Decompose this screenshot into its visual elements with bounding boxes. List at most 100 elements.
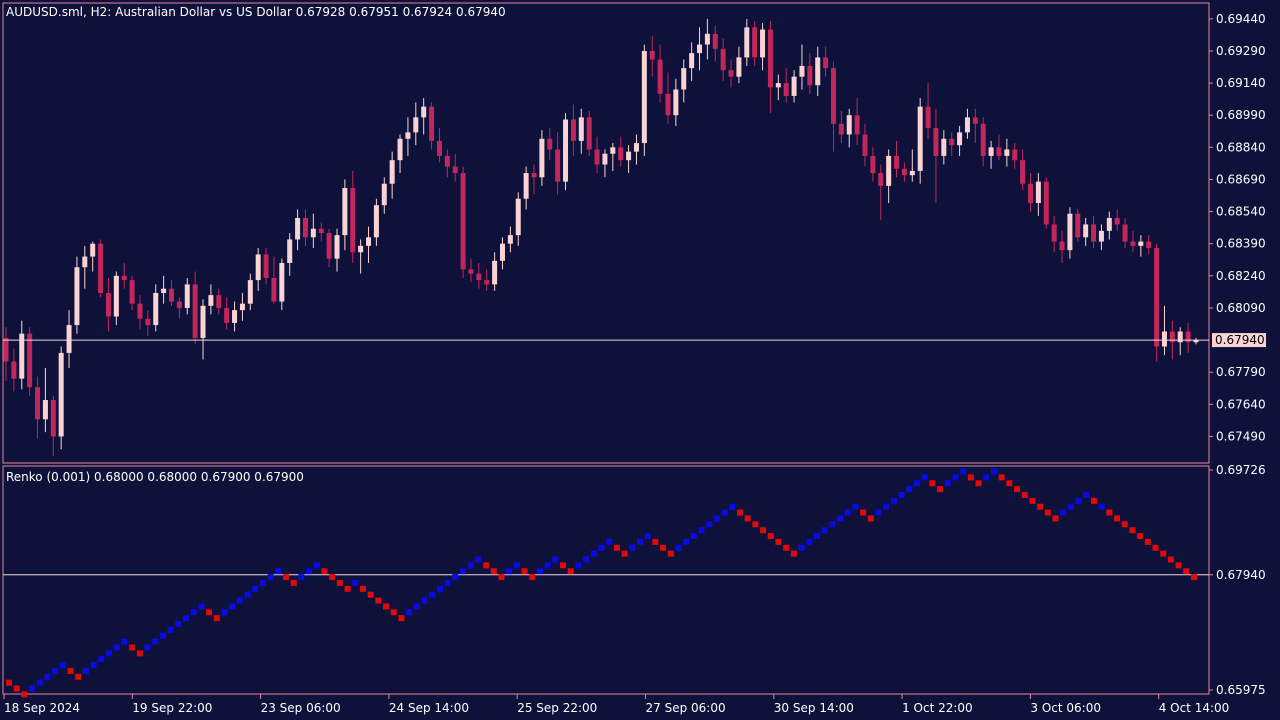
candle	[444, 149, 450, 178]
candle-body	[917, 106, 923, 171]
renko-brick	[321, 568, 328, 575]
candle-body	[302, 218, 308, 238]
renko-brick	[937, 486, 944, 493]
candle	[823, 46, 829, 77]
candle-body	[618, 147, 624, 161]
price-label: 0.69440	[1216, 12, 1266, 26]
candle-body	[295, 218, 301, 240]
candle	[208, 284, 214, 315]
candle-body	[192, 284, 198, 338]
renko-brick	[775, 538, 782, 545]
candle-body	[1075, 213, 1081, 238]
candle	[941, 130, 947, 165]
renko-brick	[290, 579, 297, 586]
candle	[200, 299, 206, 360]
renko-brick	[44, 673, 51, 680]
renko-brick	[436, 585, 443, 592]
candle-body	[539, 138, 545, 178]
candle-body	[578, 117, 584, 141]
candle	[689, 42, 695, 81]
candle	[602, 149, 608, 178]
candle-body	[862, 134, 868, 156]
renko-brick	[1129, 527, 1136, 534]
candle	[11, 348, 17, 392]
time-label: 25 Sep 22:00	[517, 701, 597, 715]
candle-body	[949, 138, 955, 146]
candle-body	[941, 138, 947, 156]
renko-brick	[313, 562, 320, 569]
candle-body	[287, 239, 293, 263]
candle-body	[216, 295, 222, 308]
renko-brick	[159, 632, 166, 639]
candle	[854, 98, 860, 146]
candle	[1161, 305, 1167, 356]
candle-body	[649, 50, 655, 60]
candle	[90, 241, 96, 272]
renko-brick	[767, 533, 774, 540]
candle	[972, 108, 978, 144]
candle-body	[1067, 213, 1073, 251]
candle	[318, 222, 324, 242]
candle-body	[767, 29, 773, 88]
renko-brick	[560, 562, 567, 569]
candle	[610, 143, 616, 171]
candle	[232, 301, 238, 332]
candle-body	[208, 295, 214, 306]
renko-brick	[359, 585, 366, 592]
candle	[909, 149, 915, 182]
candle-body	[444, 155, 450, 167]
candle-body	[334, 235, 340, 259]
candle	[1091, 215, 1097, 248]
candle-body	[1098, 230, 1104, 242]
candle-body	[901, 168, 907, 176]
renko-brick	[259, 579, 266, 586]
renko-brick	[1152, 544, 1159, 551]
candle-body	[1020, 160, 1026, 184]
candle-body	[799, 65, 805, 77]
candle	[633, 134, 639, 165]
time-label: 18 Sep 2024	[4, 701, 80, 715]
candle-body	[1035, 181, 1041, 204]
renko-brick	[1075, 497, 1082, 504]
candle	[720, 38, 726, 81]
candle-body	[161, 288, 167, 293]
renko-brick	[844, 509, 851, 516]
renko-brick	[921, 474, 928, 481]
candle-body	[791, 76, 797, 96]
candle	[484, 269, 490, 291]
main-panel[interactable]: AUDUSD.sml, H2: Australian Dollar vs US …	[2, 2, 1266, 464]
time-label: 3 Oct 06:00	[1030, 701, 1101, 715]
renko-brick	[336, 579, 343, 586]
candle-body	[263, 254, 269, 278]
renko-brick	[475, 556, 482, 563]
renko-brick	[175, 621, 182, 628]
candle	[1075, 209, 1081, 242]
candle	[168, 280, 174, 306]
renko-brick	[737, 509, 744, 516]
candle	[901, 162, 907, 182]
renko-brick	[413, 603, 420, 610]
renko-brick	[367, 591, 374, 598]
renko-brick	[113, 644, 120, 651]
candle	[649, 35, 655, 77]
candle-body	[681, 68, 687, 90]
renko-panel[interactable]: Renko (0.001) 0.68000 0.68000 0.67900 0.…	[2, 463, 1266, 698]
renko-brick	[390, 609, 397, 616]
candle	[1059, 230, 1065, 263]
candle-body	[720, 48, 726, 71]
candle-body	[633, 143, 639, 152]
renko-brick	[860, 509, 867, 516]
candle-body	[113, 275, 119, 317]
renko-brick	[59, 662, 66, 669]
candle-body	[570, 119, 576, 141]
candle-body	[11, 361, 17, 379]
candle-body	[988, 147, 994, 156]
candle-body	[894, 155, 900, 169]
candle	[113, 271, 119, 326]
candle	[815, 46, 821, 96]
candle	[27, 327, 33, 396]
candle	[271, 256, 277, 304]
renko-brick	[452, 574, 459, 581]
candle	[279, 258, 285, 311]
